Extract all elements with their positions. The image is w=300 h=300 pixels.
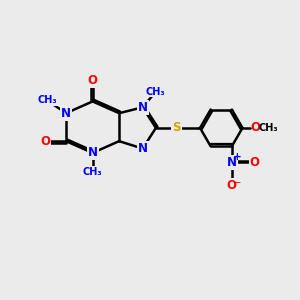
Text: CH₃: CH₃ [146,87,165,97]
Text: N: N [61,107,71,120]
Text: CH₃: CH₃ [83,167,102,177]
Text: O: O [227,179,237,192]
Text: O: O [250,156,260,169]
Text: N: N [138,101,148,114]
Text: O: O [88,74,98,87]
Text: N: N [227,156,237,169]
Text: O: O [40,135,50,148]
Text: CH₃: CH₃ [258,123,278,133]
Text: S: S [172,122,181,134]
Text: CH₃: CH₃ [38,95,57,105]
Text: N: N [138,142,148,155]
Text: +: + [233,152,242,162]
Text: ⁻: ⁻ [235,179,241,192]
Text: N: N [88,146,98,159]
Text: O: O [250,122,260,134]
